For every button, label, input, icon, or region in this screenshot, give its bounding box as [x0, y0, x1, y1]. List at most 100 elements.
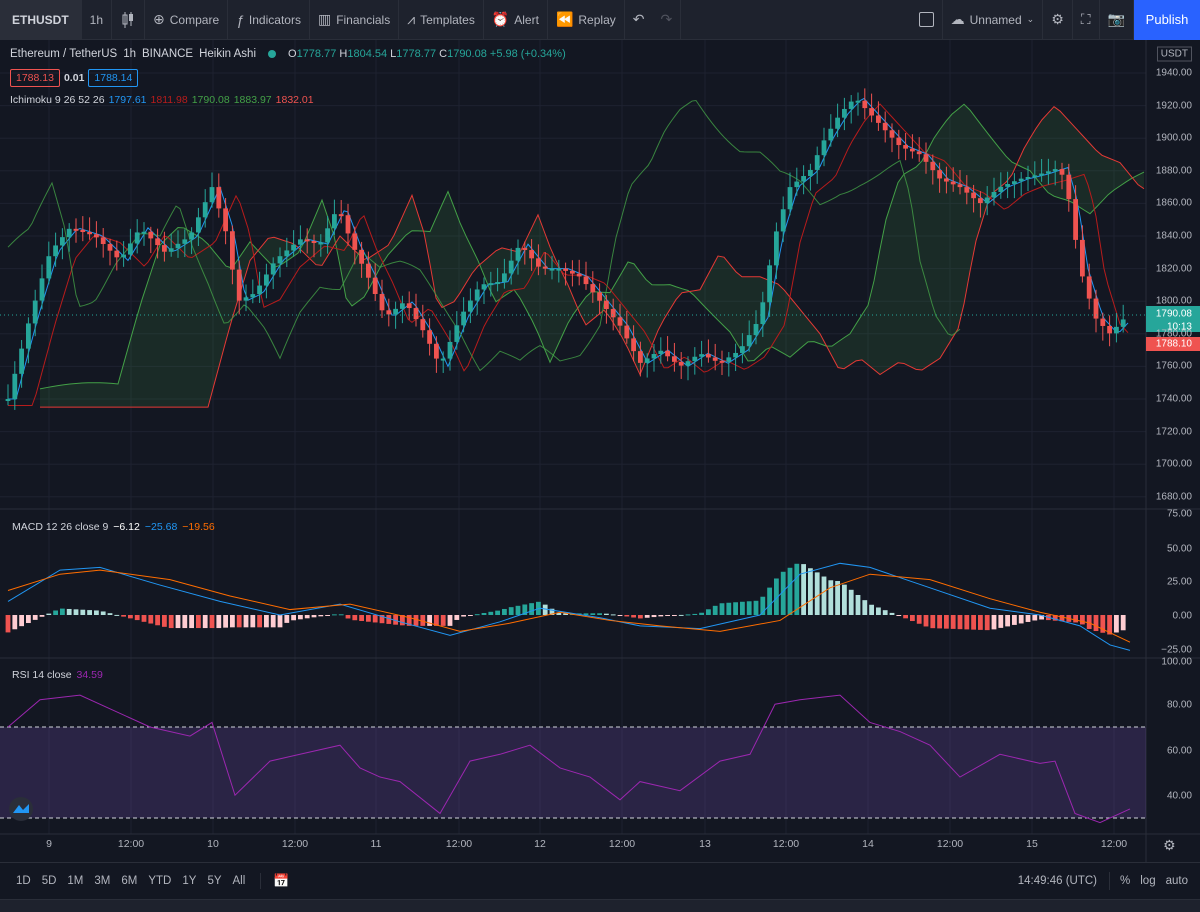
macd-histogram-bar [1086, 615, 1092, 629]
candle-body [617, 317, 623, 326]
macd-histogram-bar [869, 604, 874, 615]
replay-button[interactable]: ⏪ Replay [548, 0, 625, 40]
macd-histogram-bar [889, 612, 895, 615]
goto-date-button[interactable]: 📅 [260, 873, 289, 889]
macd-histogram-bar [352, 615, 358, 621]
price-tick-label: 1740.00 [1155, 393, 1192, 405]
macd-histogram-bar [672, 615, 677, 616]
layout-toggle-button[interactable] [911, 0, 943, 40]
chevron-down-icon: ⌄ [1026, 14, 1035, 24]
candle-body [311, 241, 317, 244]
range-1m[interactable]: 1M [67, 875, 84, 887]
macd-histogram-bar [440, 615, 446, 626]
indicators-button[interactable]: ƒ Indicators [228, 0, 310, 40]
log-scale-toggle[interactable]: log [1140, 875, 1156, 887]
macd-histogram-bar [808, 568, 813, 615]
candle-body [304, 239, 310, 242]
macd-histogram-bar [243, 615, 249, 628]
candle-body [835, 117, 840, 129]
rsi-label: RSI 14 close [12, 669, 72, 681]
candle-body [896, 137, 902, 146]
interval-button[interactable]: 1h [82, 0, 113, 40]
range-5d[interactable]: 5D [41, 875, 57, 887]
candle-body [440, 358, 446, 361]
macd-histogram-bar [216, 615, 222, 629]
ichimoku-conversion: 1797.61 [108, 94, 147, 106]
macd-legend[interactable]: MACD 12 26 close 9 −6.12 −25.68 −19.56 [12, 521, 215, 533]
range-1d[interactable]: 1D [16, 875, 31, 887]
buy-price-button[interactable]: 1788.14 [88, 69, 139, 87]
macd-histogram-bar [658, 615, 664, 617]
symbol-search-button[interactable]: ETHUSDT [0, 0, 82, 40]
macd-histogram-bar [604, 613, 609, 615]
layout-name-button[interactable]: ☁ Unnamed ⌄ [943, 0, 1044, 40]
symbol-title[interactable]: Ethereum / TetherUS [10, 48, 118, 60]
macd-histogram-bar [468, 615, 473, 616]
spread-value: 0.01 [63, 72, 85, 84]
templates-icon: ⩘ [407, 11, 416, 27]
chart-style-button[interactable] [112, 0, 146, 40]
price-tick-label: 1940.00 [1155, 67, 1192, 79]
financials-button[interactable]: ▥ Financials [310, 0, 400, 40]
macd-line-value: −25.68 [144, 521, 178, 533]
candle-body [651, 354, 657, 359]
price-tick-label: 1840.00 [1155, 230, 1192, 242]
ichimoku-legend[interactable]: Ichimoku 9 26 52 26 1797.61 1811.98 1790… [10, 94, 566, 106]
macd-line [7, 562, 1131, 651]
candle-body [910, 148, 915, 152]
snapshot-button[interactable]: 📷 [1100, 0, 1134, 40]
macd-histogram-bar [298, 615, 303, 620]
range-3m[interactable]: 3M [94, 875, 111, 887]
utc-clock[interactable]: 14:49:46 (UTC) [1017, 875, 1098, 887]
range-6m[interactable]: 6M [121, 875, 138, 887]
time-tick-label: 14 [862, 838, 874, 850]
layout-name: Unnamed [969, 12, 1022, 27]
publish-button[interactable]: Publish [1134, 0, 1200, 40]
macd-histogram-bar [447, 615, 453, 626]
undo-button[interactable]: ↶ [625, 0, 653, 40]
range-ytd[interactable]: YTD [148, 875, 172, 887]
candle-body [644, 358, 650, 363]
candle-body [529, 250, 534, 259]
h-label: H [339, 48, 348, 60]
redo-button[interactable]: ↷ [652, 0, 682, 40]
auto-scale-toggle[interactable]: auto [1165, 875, 1188, 887]
range-1y[interactable]: 1Y [182, 875, 197, 887]
currency-label[interactable]: USDT [1156, 46, 1192, 62]
candle-body [821, 140, 827, 156]
candle-body [406, 303, 412, 309]
grid-lines [0, 40, 1146, 834]
price-axis[interactable]: USDT 1940.00 1920.00 1900.00 1880.00 1860.00… [1146, 0, 1200, 912]
bar-chart-icon: ▥ [317, 11, 332, 27]
candle-body [202, 202, 208, 218]
rsi-legend[interactable]: RSI 14 close 34.59 [12, 669, 103, 681]
axis-settings-icon[interactable]: ⚙ [1163, 837, 1176, 853]
sell-price-button[interactable]: 1788.13 [10, 69, 60, 87]
undo-icon: ↶ [632, 11, 645, 27]
fullscreen-button[interactable]: ⛶ [1073, 0, 1100, 40]
lagging-span-line [7, 99, 961, 372]
macd-histogram-bar [610, 614, 616, 616]
alert-button[interactable]: ⏰ Alert [484, 0, 548, 40]
settings-button[interactable]: ⚙ [1043, 0, 1073, 40]
macd-histogram-bar [692, 613, 698, 615]
macd-histogram-bar [563, 613, 568, 615]
candle-body [903, 145, 908, 149]
candle-body [597, 292, 602, 301]
rewind-icon: ⏪ [555, 11, 574, 27]
candle-body [454, 325, 460, 342]
macd-histogram-bar [461, 615, 466, 617]
percent-scale-toggle[interactable]: % [1120, 875, 1131, 887]
rsi-tick-label: 40.00 [1166, 790, 1192, 802]
candle-body [1046, 171, 1051, 174]
templates-button[interactable]: ⩘ Templates [399, 0, 484, 40]
macd-histogram-bar [1052, 615, 1058, 621]
range-5y[interactable]: 5Y [207, 875, 222, 887]
chart-canvas[interactable] [0, 40, 1200, 862]
macd-histogram-bar [114, 614, 120, 616]
macd-histogram-bar [923, 615, 929, 627]
macd-histogram-bar [488, 611, 494, 615]
compare-button[interactable]: ⊕ Compare [145, 0, 229, 40]
range-all[interactable]: All [232, 875, 246, 887]
time-axis[interactable]: 9 12:00 10 12:00 11 12:00 12 12:00 13 12:00 14 12:0… [0, 834, 1146, 856]
